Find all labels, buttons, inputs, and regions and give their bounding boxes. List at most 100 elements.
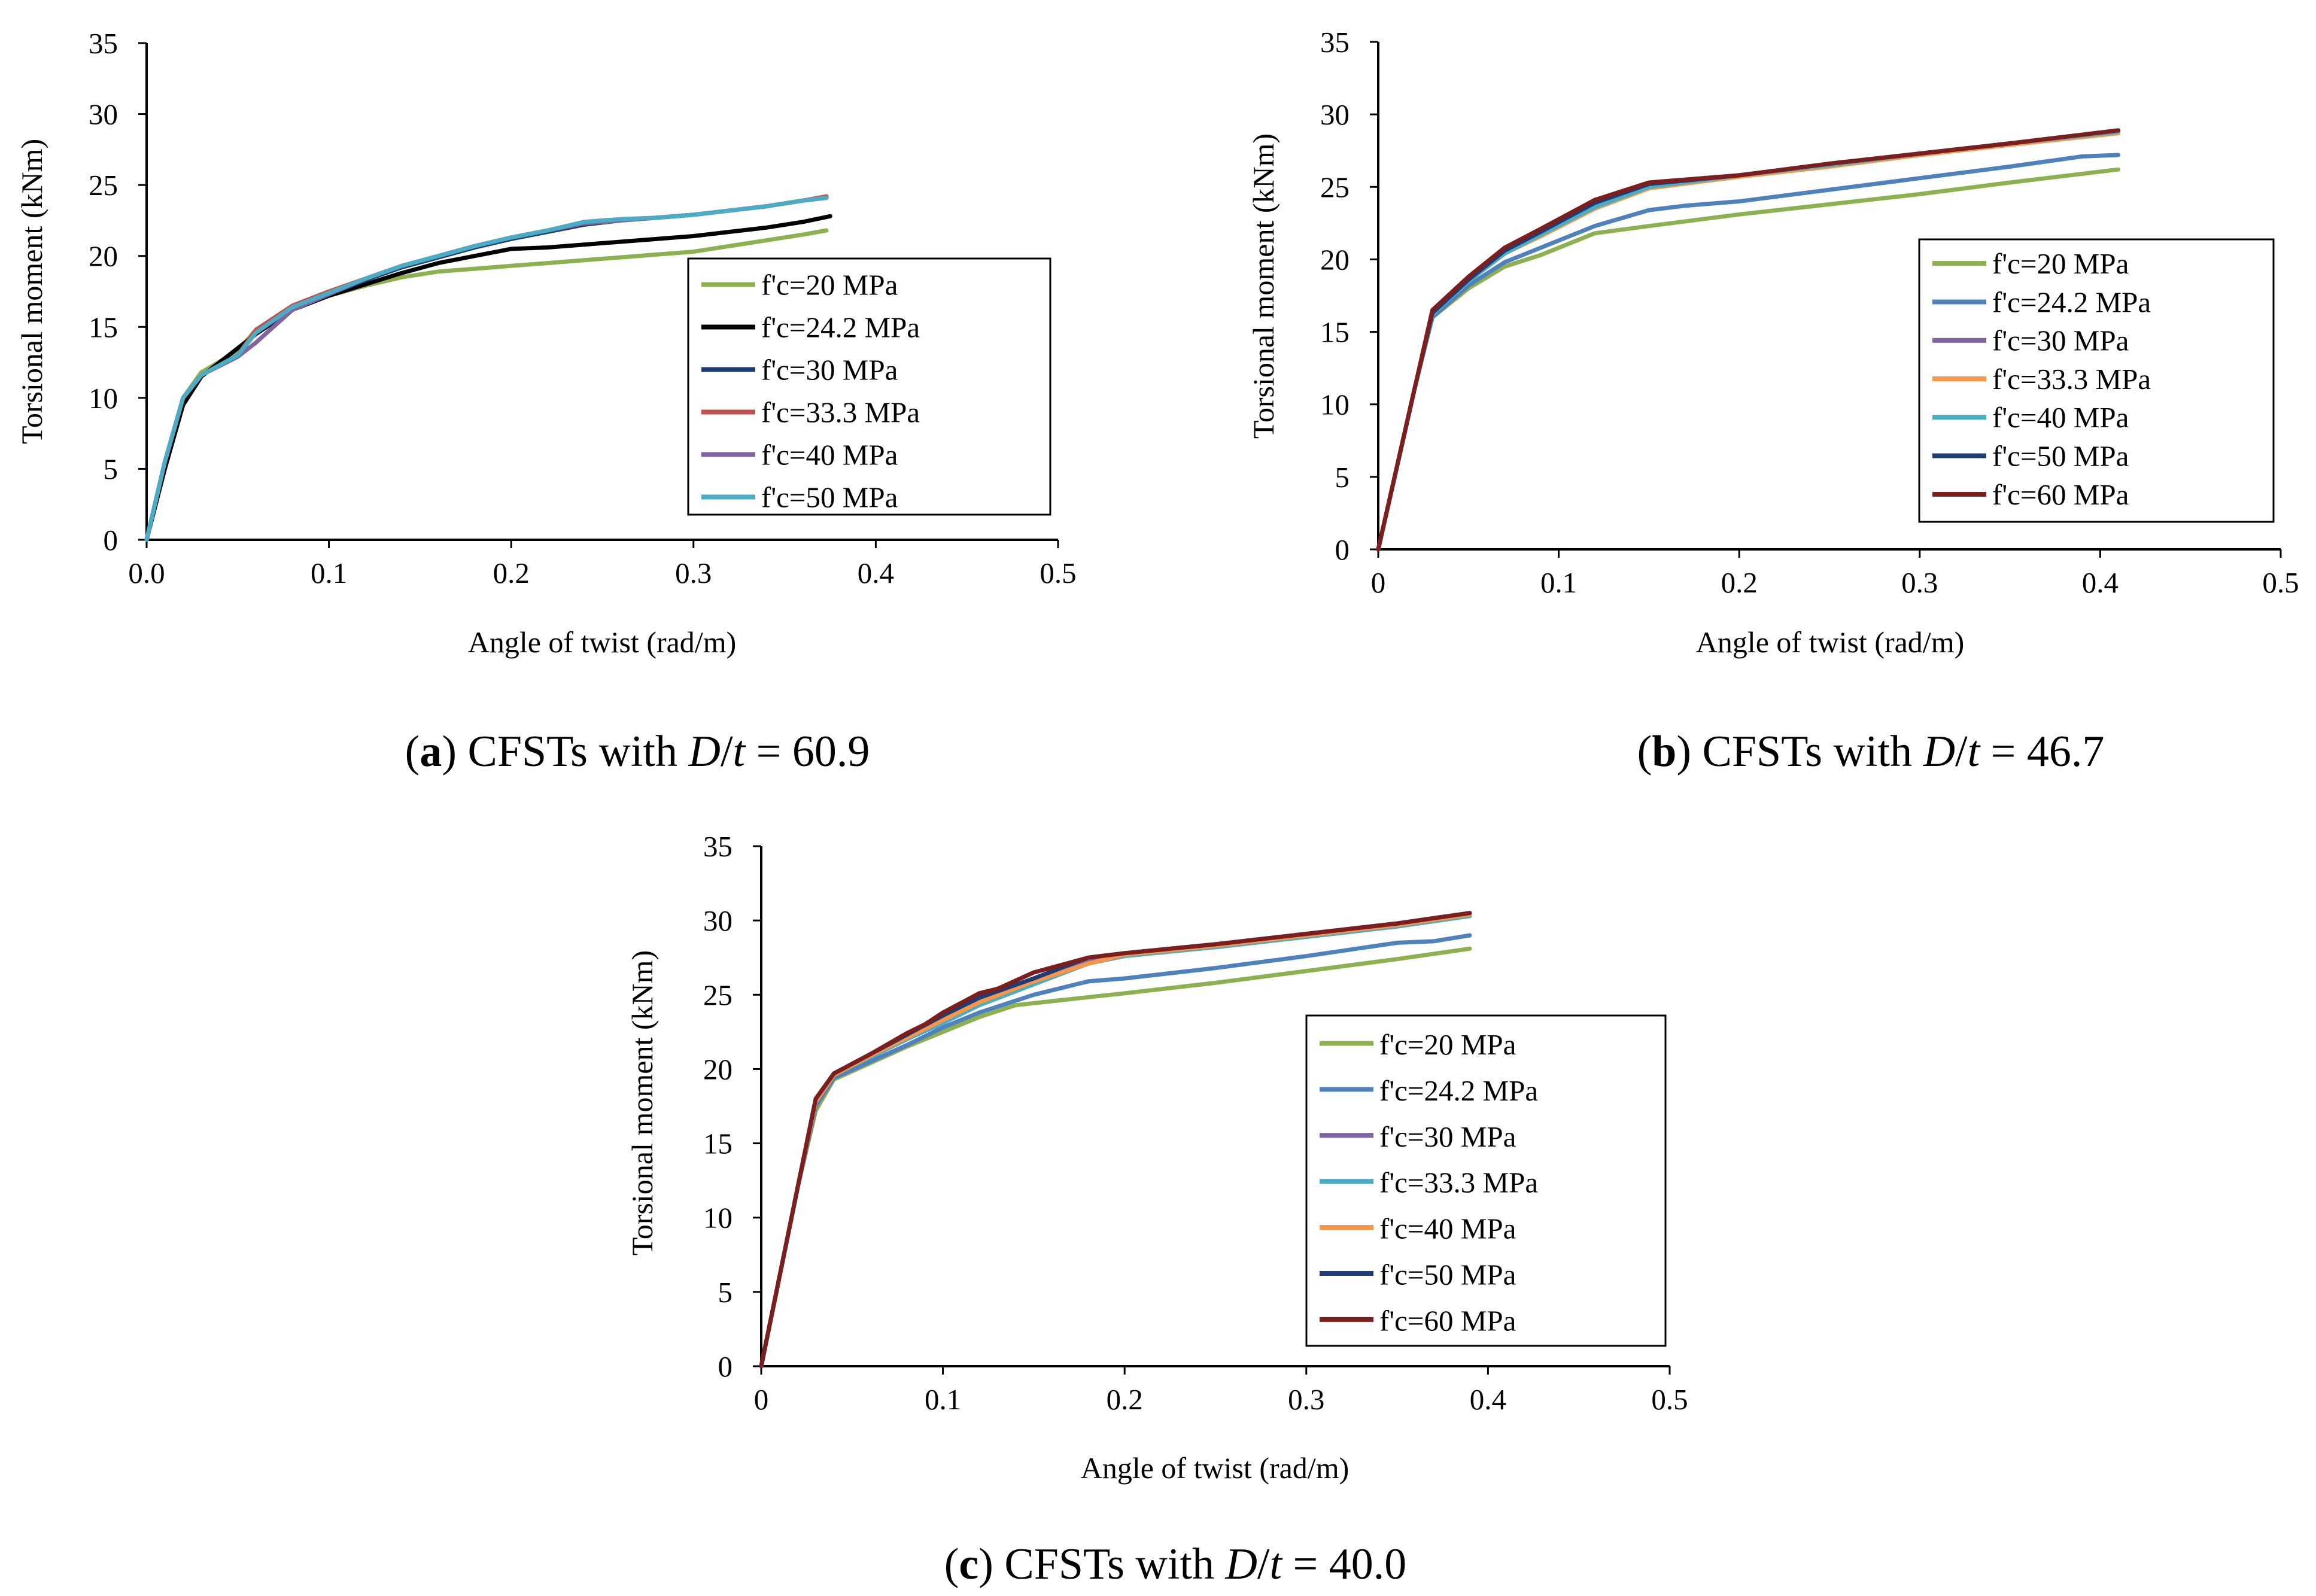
legend-label: f'c=24.2 MPa [1992,285,2151,318]
y-tick-label: 5 [104,452,118,485]
x-tick-label: 0.5 [2262,566,2299,599]
legend-label: f'c=40 MPa [1379,1212,1516,1245]
y-tick-label: 30 [89,98,118,131]
y-tick-label: 0 [718,1350,733,1383]
caption-part: t [1968,727,1981,776]
caption-part: / [1955,727,1968,776]
y-tick-label: 5 [718,1276,733,1309]
x-tick-label: 0.2 [1107,1383,1143,1416]
y-tick-label: 20 [703,1053,733,1086]
chart-panel-c: 0 5 10 15 20 25 30 35 0 0.1 0.2 0.3 0.4 0.5 Angle of t… [625,830,1688,1589]
x-tick-label: 0.0 [128,557,165,589]
x-tick-label: 0.1 [311,557,347,589]
x-tick-label: 0.3 [1901,566,1938,599]
legend-label: f'c=60 MPa [1992,478,2129,511]
legend: f'c=20 MPa f'c=24.2 MPa f'c=30 MPa f'c=33.3… [1918,238,2275,523]
caption-part: D [1923,727,1955,776]
x-tick-label: 0.1 [1540,566,1577,599]
caption-part: = 40.0 [1282,1540,1406,1589]
x-tick-label: 0.3 [675,557,712,589]
legend-label: f'c=33.3 MPa [1992,363,2151,396]
x-tick-label: 0.3 [1288,1383,1324,1416]
x-tick-label: 0 [754,1383,769,1416]
caption-part: t [1269,1540,1283,1589]
legend-label: f'c=24.2 MPa [1379,1074,1538,1107]
caption-part: ) CFSTs with [978,1540,1225,1589]
y-tick-label: 35 [89,27,118,60]
legend-label: f'c=20 MPa [761,269,898,302]
caption-part: / [1257,1540,1270,1589]
series-line-6 [144,196,829,542]
legend-label: f'c=50 MPa [1379,1258,1516,1291]
legend-label: f'c=24.2 MPa [761,311,920,344]
x-tick-label: 0.2 [1721,566,1758,599]
caption-part: = 46.7 [1980,727,2104,776]
caption-part: a [420,727,442,776]
legend-label: f'c=30 MPa [1379,1120,1516,1153]
y-tick-label: 0 [104,524,118,557]
series-line-2 [144,214,832,542]
caption-part: c [959,1540,978,1589]
legend-label: f'c=33.3 MPa [1379,1166,1538,1199]
legend-label: f'c=20 MPa [1379,1028,1516,1061]
x-tick-label: 0.5 [1651,1383,1688,1416]
panel-caption: (b) CFSTs with D/t = 46.7 [1637,727,2105,776]
y-tick-label: 20 [1320,243,1350,276]
y-tick-label: 25 [703,978,733,1011]
x-axis-title: Angle of twist (rad/m) [1696,625,1965,659]
caption-part: ) CFSTs with [442,727,688,776]
legend-box [687,257,1051,516]
y-tick-label: 25 [89,169,118,202]
x-axis-title: Angle of twist (rad/m) [1081,1451,1350,1485]
y-tick-label: 0 [1335,533,1350,566]
legend-label: f'c=30 MPa [761,354,898,387]
y-axis-title: Torsional moment (kNm) [625,950,659,1255]
caption-part: ( [1637,727,1652,776]
caption-part: b [1652,727,1676,776]
caption-part: ) CFSTs with [1676,727,1923,776]
y-tick-label: 5 [1335,461,1350,494]
y-tick-label: 10 [703,1202,733,1235]
y-tick-label: 25 [1320,171,1350,203]
legend-label: f'c=40 MPa [761,439,898,472]
caption-part: / [721,727,733,776]
x-tick-label: 0.4 [2082,566,2119,599]
x-tick-label: 0.4 [858,557,894,589]
x-tick-label: 0 [1371,566,1386,599]
legend-label: f'c=33.3 MPa [761,396,920,429]
caption-part: ( [405,727,420,776]
y-tick-label: 10 [1320,388,1350,421]
x-tick-label: 0.5 [1040,557,1076,589]
y-axis-title: Torsional moment (kNm) [1247,133,1280,439]
caption-part: = 60.9 [745,727,870,776]
panel-caption: (a) CFSTs with D/t = 60.9 [405,727,870,776]
caption-part: t [733,727,747,776]
x-axis-title: Angle of twist (rad/m) [468,625,737,659]
legend-label: f'c=20 MPa [1992,247,2129,280]
y-axis-title: Torsional moment (kNm) [15,139,48,444]
chart-panel-b: 0 5 10 15 20 25 30 35 0 0.1 0.2 0.3 0.4 0.5 Angle of t… [1247,26,2299,776]
legend-label: f'c=60 MPa [1379,1304,1516,1337]
chart-panel-a: 0 5 10 15 20 25 30 35 0.0 0.1 0.2 0.3 0.4 0.5 Angle of… [15,27,1077,776]
series-line-7 [759,911,1472,1369]
caption-part: ( [944,1540,959,1589]
caption-part: D [688,727,721,776]
y-tick-label: 20 [89,240,118,273]
y-tick-label: 15 [703,1127,733,1160]
legend: f'c=20 MPa f'c=24.2 MPa f'c=30 MPa f'c=33.3… [1305,1014,1667,1347]
series-line-7 [1376,128,2121,552]
legend-label: f'c=30 MPa [1992,324,2129,357]
y-tick-label: 10 [89,382,118,415]
y-tick-label: 30 [1320,98,1350,131]
y-tick-label: 15 [1320,316,1350,349]
caption-part: D [1224,1540,1257,1589]
legend-label: f'c=50 MPa [1992,439,2129,472]
legend-label: f'c=50 MPa [761,481,898,514]
y-tick-label: 30 [703,904,733,937]
x-tick-label: 0.1 [925,1383,961,1416]
x-tick-label: 0.4 [1470,1383,1506,1416]
y-tick-label: 15 [89,311,118,343]
x-tick-label: 0.2 [493,557,530,589]
y-tick-label: 35 [1320,26,1350,59]
